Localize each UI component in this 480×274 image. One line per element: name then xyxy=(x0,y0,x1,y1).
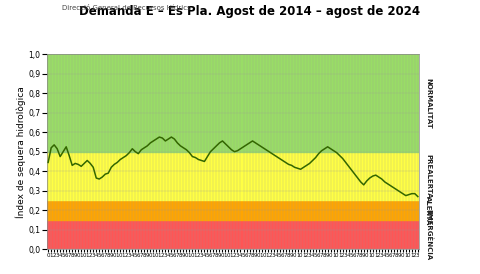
Bar xyxy=(47,54,420,152)
Text: ALERTA: ALERTA xyxy=(425,196,431,225)
Bar xyxy=(47,152,420,201)
Text: Demanda E – Es Pla. Agost de 2014 – agost de 2024: Demanda E – Es Pla. Agost de 2014 – agos… xyxy=(79,5,420,18)
Bar xyxy=(47,220,420,249)
Text: Direcció General de Recursos Hídrics: Direcció General de Recursos Hídrics xyxy=(62,5,191,12)
Text: NORMALITAT: NORMALITAT xyxy=(425,78,431,128)
Y-axis label: Índex de sequera hidrològica: Índex de sequera hidrològica xyxy=(15,86,25,218)
Text: PREALERTA: PREALERTA xyxy=(425,154,431,198)
Text: EMERGÈNCIA: EMERGÈNCIA xyxy=(425,209,432,260)
Bar xyxy=(47,201,420,220)
